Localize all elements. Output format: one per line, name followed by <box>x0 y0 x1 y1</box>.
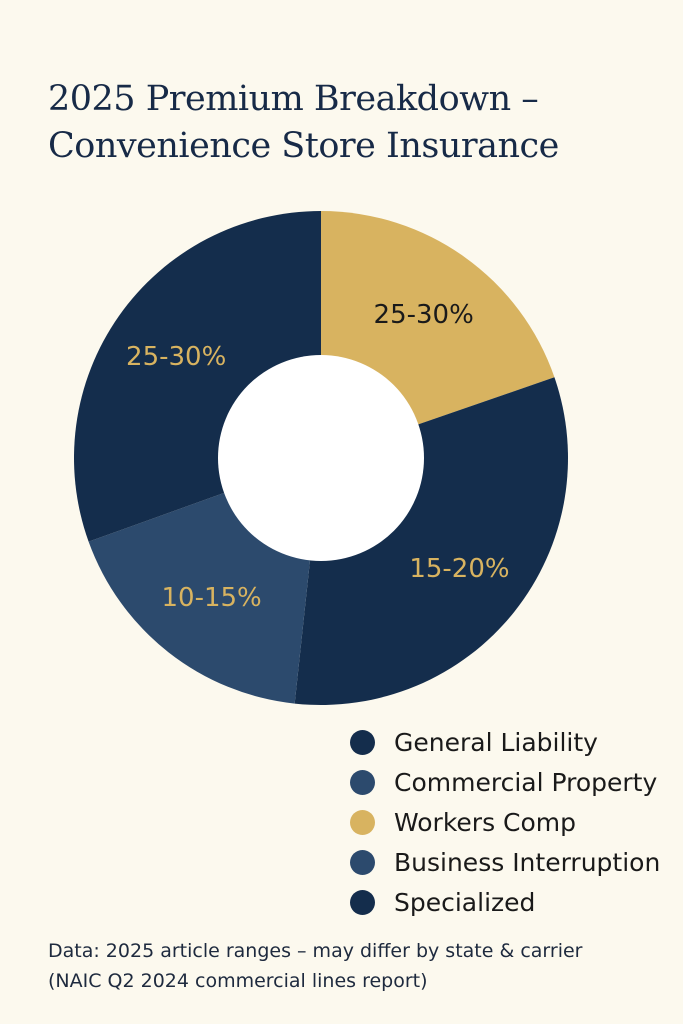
legend-swatch-icon <box>350 809 375 835</box>
legend-label: Specialized <box>394 887 536 917</box>
legend-item: Workers Comp <box>350 802 660 842</box>
legend: General Liability Commercial Property Work… <box>350 722 660 922</box>
source-note: Data: 2025 article ranges – may differ b… <box>48 936 583 996</box>
donut-hole <box>218 355 424 561</box>
legend-label: Business Interruption <box>394 847 661 877</box>
legend-swatch-icon <box>350 889 375 915</box>
legend-label: General Liability <box>394 727 598 757</box>
chart-title: 2025 Premium Breakdown – Convenience Sto… <box>48 76 559 170</box>
note-line-1: Data: 2025 article ranges – may differ b… <box>48 940 583 962</box>
legend-item: Commercial Property <box>350 762 660 802</box>
legend-swatch-icon <box>350 769 375 795</box>
legend-label: Commercial Property <box>394 767 658 797</box>
slice-data-label: 25-30% <box>126 342 226 372</box>
slice-data-label: 15-20% <box>409 554 509 584</box>
slice-data-label: 10-15% <box>162 583 262 613</box>
legend-label: Workers Comp <box>394 807 577 837</box>
legend-swatch-icon <box>350 729 375 755</box>
slice-data-label: 25-30% <box>374 300 474 330</box>
legend-swatch-icon <box>350 849 375 875</box>
legend-item: Specialized <box>350 882 660 922</box>
legend-item: Business Interruption <box>350 842 660 882</box>
title-line-2: Convenience Store Insurance <box>48 126 559 166</box>
note-line-2: (NAIC Q2 2024 commercial lines report) <box>48 970 428 992</box>
legend-item: General Liability <box>350 722 660 762</box>
title-line-1: 2025 Premium Breakdown – <box>48 79 539 119</box>
